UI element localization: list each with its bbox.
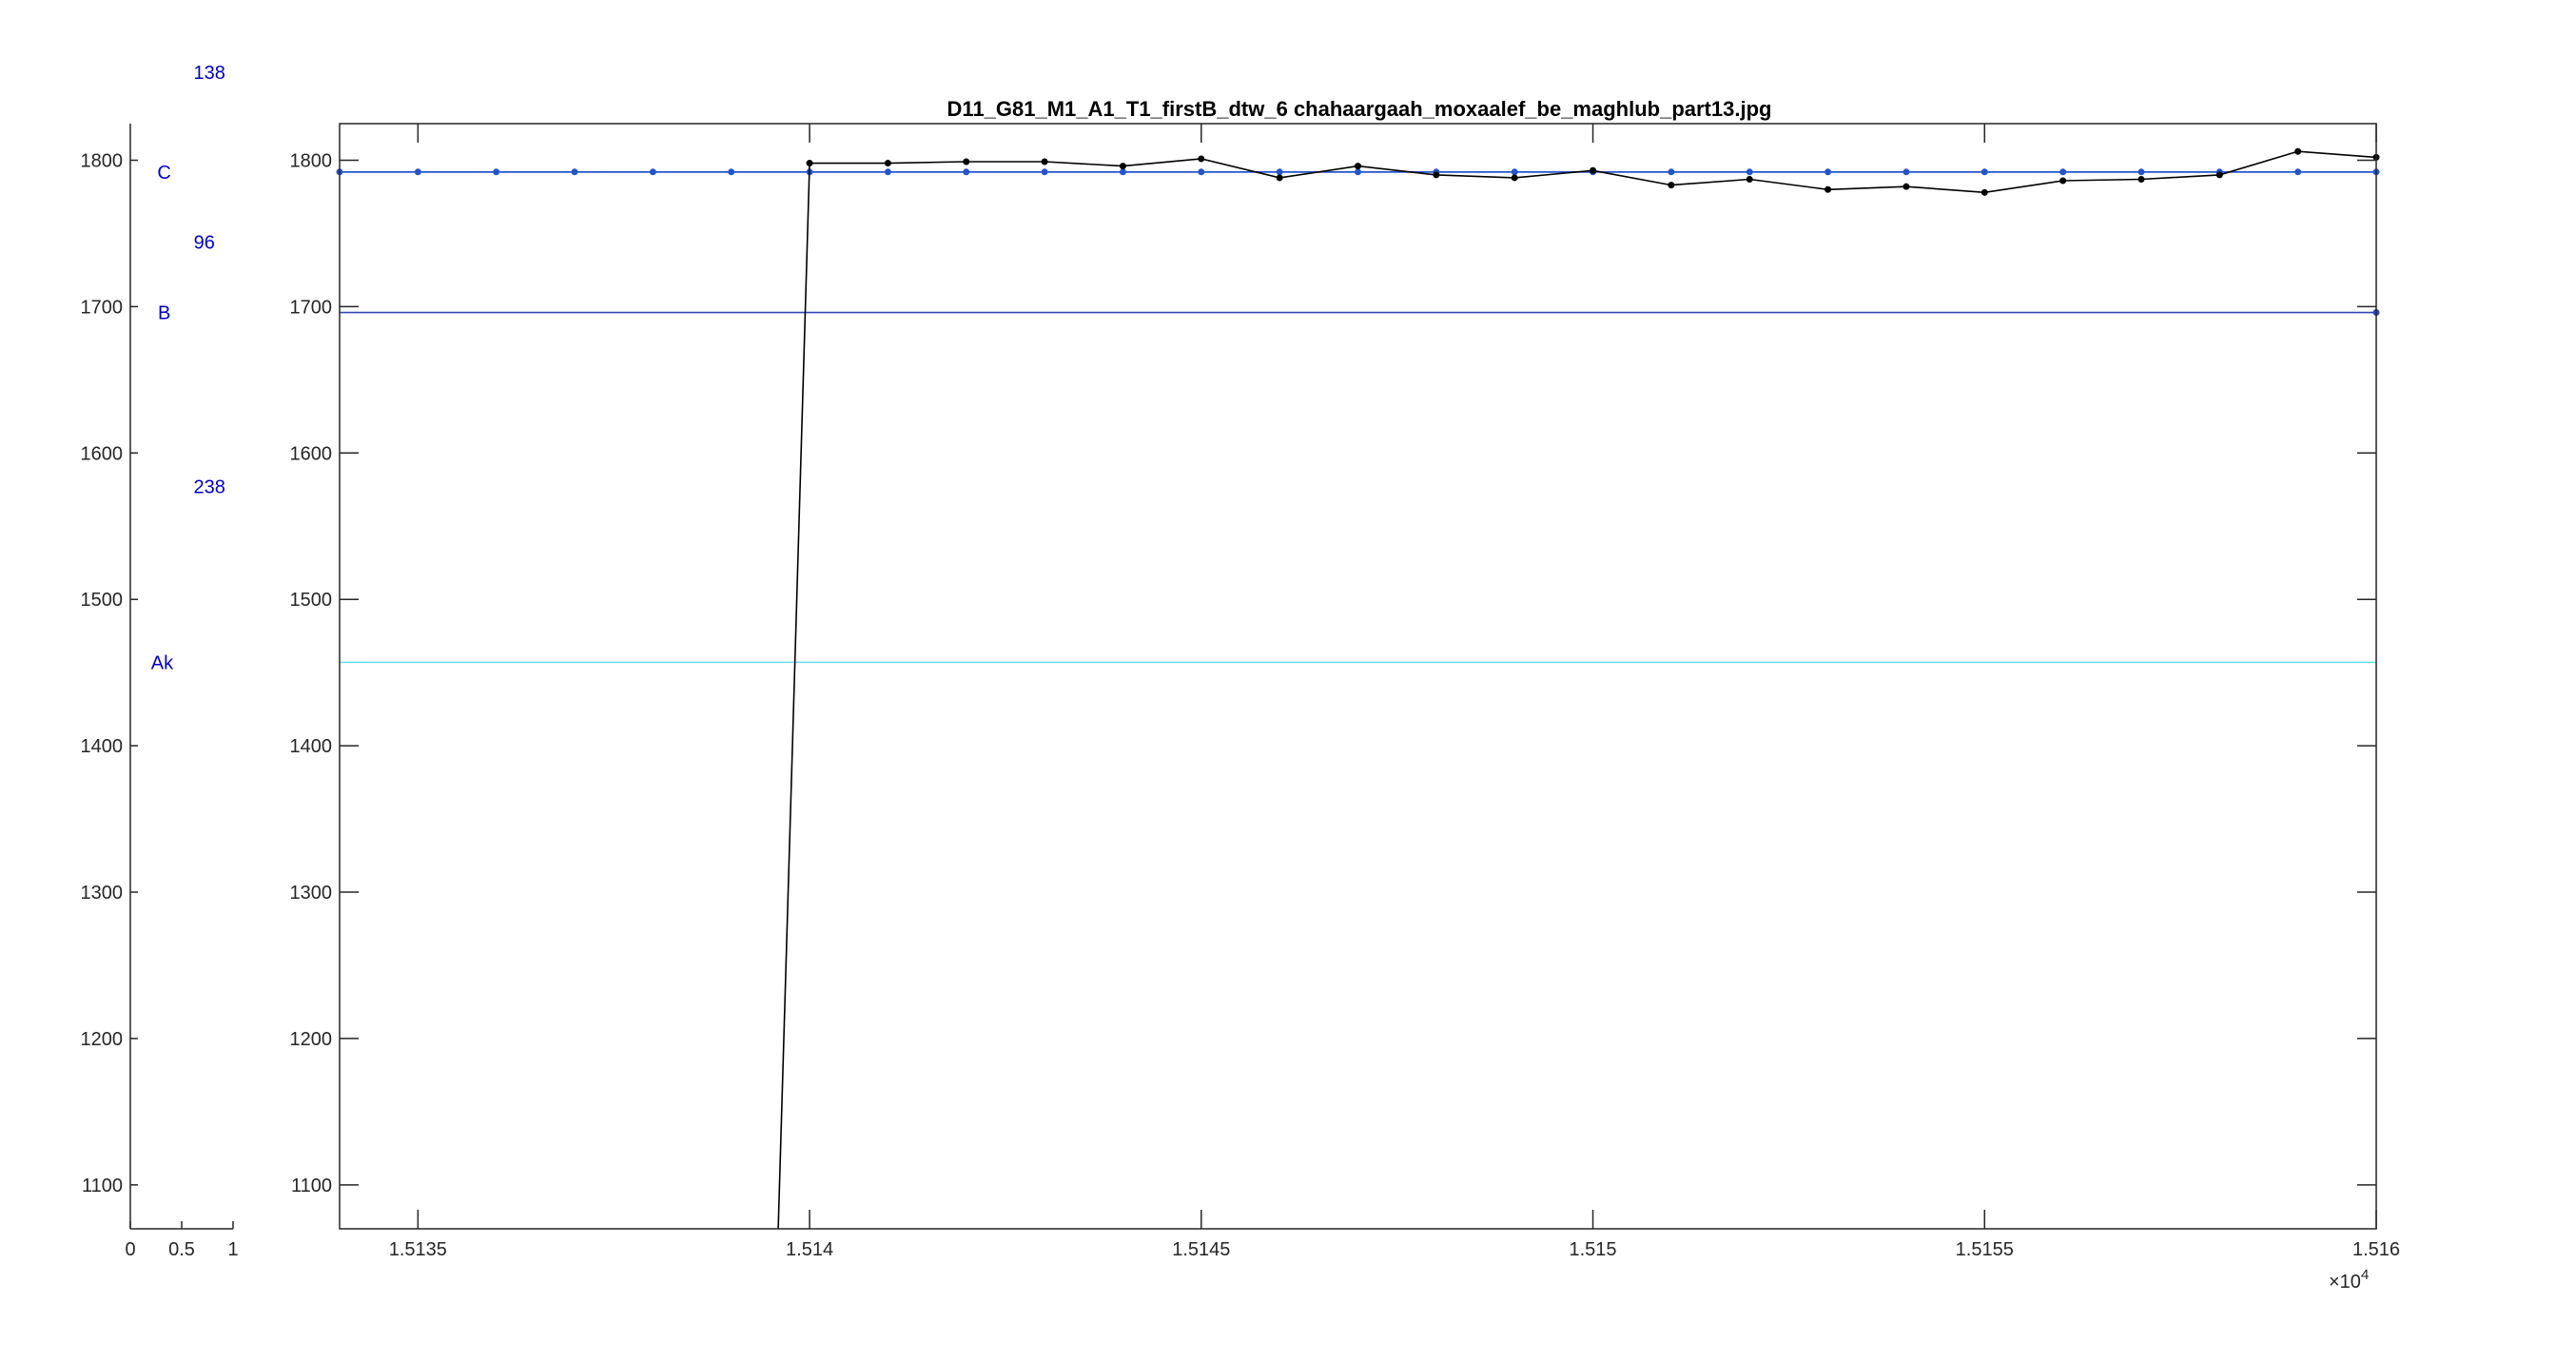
x-axis-exponent: ×104 [2329, 1267, 2369, 1293]
series-1 [777, 147, 2380, 1230]
data-point [1903, 183, 1910, 190]
main-x-ticks: 1.5135 1.514 1.5145 1.515 1.5155 1.516 [389, 124, 2400, 1260]
data-point [1355, 168, 1361, 176]
left-annotations: 138 C 96 B 238 Ak [151, 63, 225, 673]
left-x-ticks: 0 0.5 1 [125, 1221, 239, 1260]
data-point [1825, 185, 1832, 193]
data-point [414, 168, 421, 176]
data-point [2294, 147, 2302, 155]
main-y-tick-label: 1300 [290, 883, 333, 904]
series-0 [336, 168, 2380, 176]
series-line [777, 150, 2377, 1230]
main-y-tick-label: 1700 [290, 297, 333, 318]
annotation-label: 138 [193, 63, 224, 84]
annotation-label: 238 [193, 477, 224, 498]
data-point [2137, 168, 2145, 176]
data-point [493, 168, 500, 176]
data-point [1276, 174, 1283, 182]
main-axes-box [339, 123, 2377, 1230]
main-y-tick-label: 1500 [290, 590, 333, 611]
reference-lines [340, 170, 2376, 664]
data-point [963, 168, 970, 176]
main-axes: D11_G81_M1_A1_T1_firstB_dtw_6 chahaargaa… [290, 97, 2401, 1293]
main-y-ticks: 1100 1200 1300 1400 1500 1600 1700 1800 [290, 150, 2376, 1196]
data-point [1668, 182, 1675, 189]
left-annotation-axes: 138 C 96 B 238 Ak 1100 1200 1300 1400 1500 1600 170… [81, 63, 239, 1260]
data-series [336, 147, 2380, 1230]
data-point [1746, 168, 1753, 176]
data-point [1198, 155, 1205, 163]
data-point [1198, 168, 1205, 176]
data-point [1041, 158, 1048, 165]
data-point [2059, 168, 2067, 176]
data-point [1590, 166, 1597, 174]
left-x-tick-label: 0.5 [168, 1239, 195, 1260]
data-point [649, 168, 656, 176]
main-x-tick-label: 1.516 [2352, 1239, 2400, 1260]
data-point [963, 158, 970, 165]
left-x-tick-label: 1 [227, 1239, 238, 1260]
left-y-ticks: 1100 1200 1300 1400 1500 1600 1700 1800 [81, 150, 138, 1196]
data-point [1041, 168, 1048, 176]
main-y-tick-label: 1400 [290, 736, 333, 757]
data-point [1511, 168, 1518, 176]
left-y-tick-label: 1500 [81, 590, 124, 611]
left-x-tick-label: 0 [125, 1239, 135, 1260]
main-x-tick-label: 1.5145 [1172, 1239, 1230, 1260]
data-point [884, 160, 891, 167]
data-point [728, 168, 735, 176]
data-point [1746, 175, 1753, 183]
left-y-tick-label: 1400 [81, 736, 124, 757]
data-point [806, 160, 813, 167]
annotation-label: Ak [151, 652, 174, 673]
data-point [1903, 168, 1910, 176]
data-point [884, 168, 891, 176]
main-y-tick-label: 1600 [290, 443, 333, 464]
x-axis-exponent-power: 4 [2361, 1267, 2369, 1283]
data-point [2294, 168, 2302, 176]
annotation-label: 96 [194, 233, 215, 254]
left-axes-frame [129, 124, 233, 1230]
data-point [1433, 171, 1440, 179]
data-point [1511, 174, 1518, 182]
left-y-tick-label: 1300 [81, 883, 124, 904]
chart-title: D11_G81_M1_A1_T1_firstB_dtw_6 chahaargaa… [947, 97, 1772, 121]
data-point [1668, 168, 1675, 176]
data-point [1825, 168, 1832, 176]
main-x-tick-label: 1.5155 [1956, 1239, 2014, 1260]
data-point [2059, 177, 2067, 185]
annotation-label: C [157, 163, 170, 184]
data-point [1981, 168, 1988, 176]
data-point [2137, 175, 2145, 183]
left-y-tick-label: 1100 [82, 1176, 123, 1196]
main-axes-frame [339, 123, 2377, 1230]
main-x-tick-label: 1.5135 [389, 1239, 447, 1260]
data-point [1981, 188, 1988, 196]
data-point [2215, 171, 2223, 179]
data-point [571, 168, 578, 176]
left-y-tick-label: 1700 [81, 297, 124, 318]
data-point [1119, 168, 1126, 176]
data-point [1119, 163, 1126, 170]
annotation-label: B [158, 303, 170, 324]
data-point [1276, 168, 1283, 176]
main-x-tick-label: 1.515 [1570, 1239, 1617, 1260]
left-y-tick-label: 1800 [81, 150, 124, 171]
left-y-tick-label: 1200 [81, 1029, 124, 1050]
left-y-tick-label: 1600 [81, 443, 124, 464]
main-x-tick-label: 1.514 [786, 1239, 833, 1260]
main-y-tick-label: 1800 [290, 150, 333, 171]
main-y-tick-label: 1100 [291, 1176, 332, 1196]
main-y-tick-label: 1200 [290, 1029, 333, 1050]
x-axis-exponent-base: ×10 [2329, 1272, 2361, 1293]
data-point [1355, 163, 1361, 170]
